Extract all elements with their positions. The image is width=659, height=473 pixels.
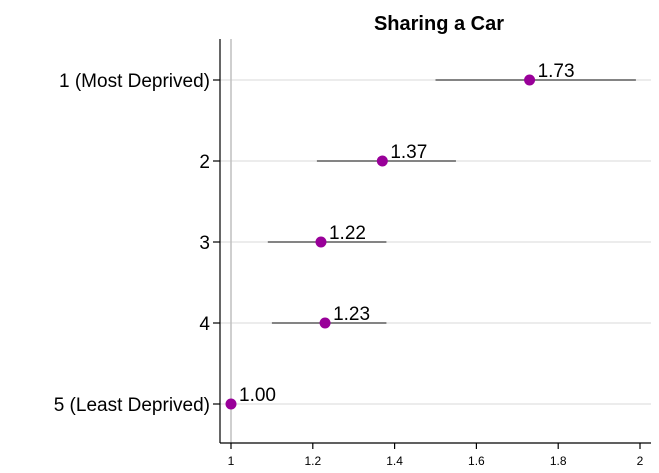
data-label: 1.23 <box>333 304 370 325</box>
estimate-point <box>225 398 237 410</box>
estimate-points <box>225 74 536 410</box>
data-label: 1.37 <box>390 142 427 163</box>
estimate-point <box>315 236 327 248</box>
confidence-intervals <box>267 79 636 324</box>
x-tick-label: 1 <box>228 454 235 468</box>
x-tick-label: 1.8 <box>550 454 567 468</box>
category-label: 1 (Most Deprived) <box>59 71 210 92</box>
estimate-point <box>319 317 331 329</box>
data-label: 1.73 <box>538 61 575 82</box>
x-tick-label: 2 <box>637 454 644 468</box>
estimate-point <box>524 74 536 86</box>
category-label: 4 <box>199 314 210 335</box>
data-label: 1.22 <box>329 223 366 244</box>
data-label: 1.00 <box>239 385 276 406</box>
data-labels: 1.73 1.37 1.22 1.23 1.00 <box>239 61 575 406</box>
x-tick-label: 1.2 <box>304 454 321 468</box>
x-tick-label: 1.4 <box>386 454 403 468</box>
estimate-point <box>376 155 388 167</box>
category-label: 5 (Least Deprived) <box>54 395 210 416</box>
chart-title: Sharing a Car <box>374 13 504 35</box>
category-label: 3 <box>199 233 210 254</box>
axes <box>213 39 651 449</box>
category-labels: 1 (Most Deprived) 2 3 4 5 (Least Deprived) <box>54 71 211 416</box>
x-tick-label: 1.6 <box>468 454 485 468</box>
category-label: 2 <box>199 152 210 173</box>
x-tick-labels: 1 1.2 1.4 1.6 1.8 2 <box>228 454 644 468</box>
